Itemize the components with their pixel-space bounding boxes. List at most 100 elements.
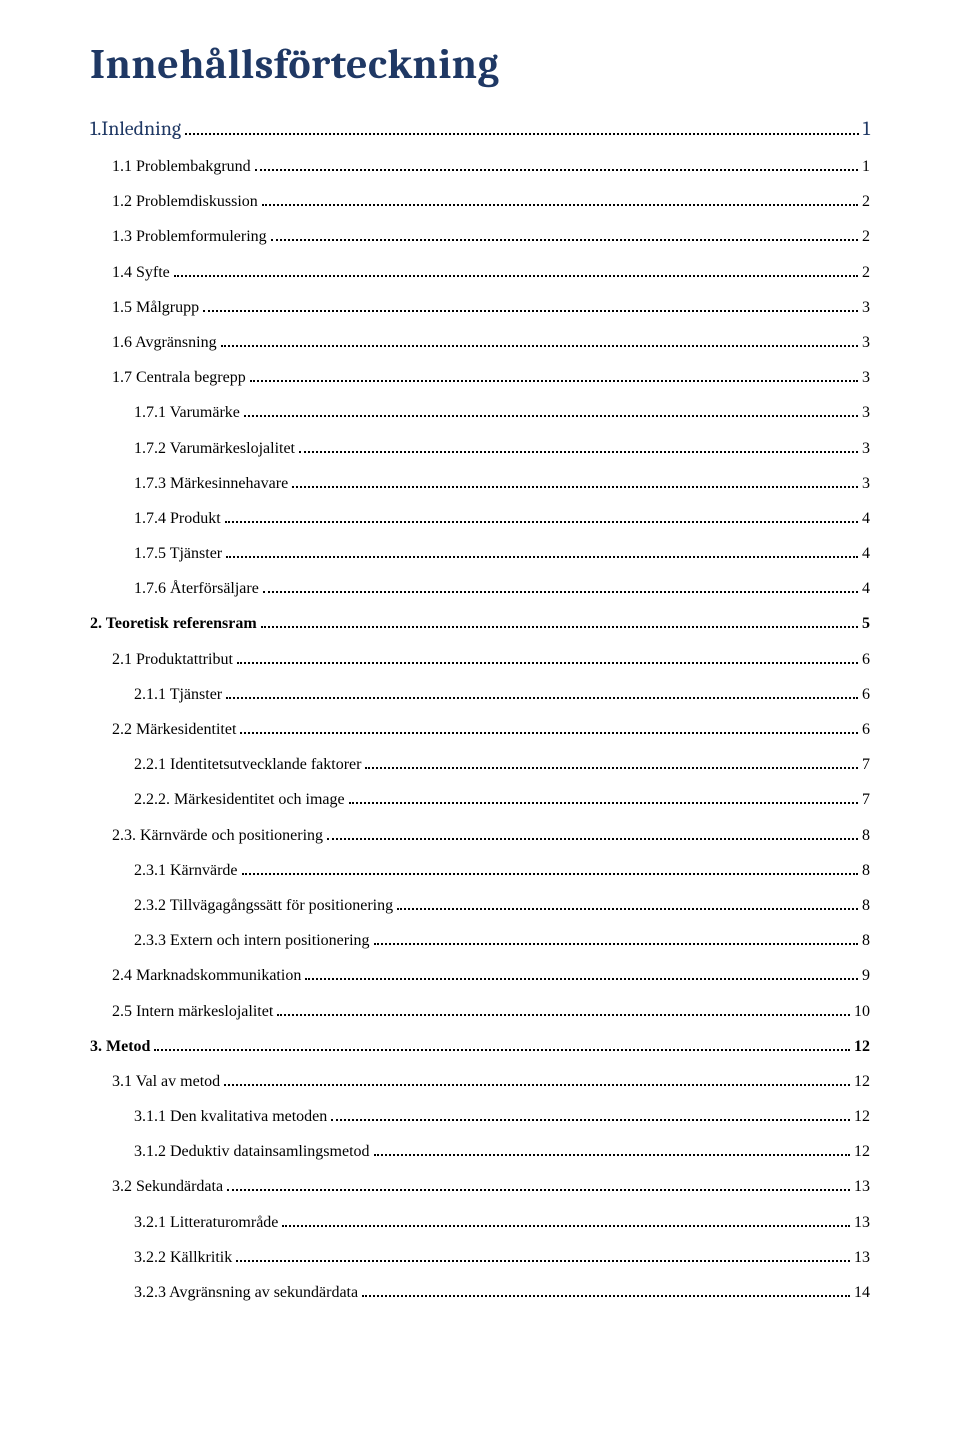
toc-entry-label: 1.4 Syfte xyxy=(112,263,170,282)
toc-entry-page: 5 xyxy=(862,614,870,633)
toc-entry-page: 12 xyxy=(854,1142,870,1161)
toc-entry-label: 2.3.2 Tillvägagångssätt för positionerin… xyxy=(134,896,393,915)
toc-entry-page: 8 xyxy=(862,861,870,880)
toc-entry: 2.3.2 Tillvägagångssätt för positionerin… xyxy=(90,896,870,915)
toc-entry: 1.4 Syfte 2 xyxy=(90,263,870,282)
toc-dot-leader xyxy=(327,838,858,840)
toc-entry: 2.4 Marknadskommunikation 9 xyxy=(90,966,870,985)
toc-entry-page: 4 xyxy=(862,509,870,528)
toc-entry-label: 1.3 Problemformulering xyxy=(112,227,267,246)
toc-dot-leader xyxy=(225,521,858,523)
toc-entry-page: 13 xyxy=(854,1213,870,1232)
toc-dot-leader xyxy=(227,1189,850,1191)
toc-entry-page: 6 xyxy=(862,650,870,669)
toc-entry-label: 2.4 Marknadskommunikation xyxy=(112,966,301,985)
toc-dot-leader xyxy=(277,1014,850,1016)
toc-dot-leader xyxy=(236,1260,850,1262)
toc-entry: 1.2 Problemdiskussion 2 xyxy=(90,192,870,211)
toc-dot-leader xyxy=(349,802,858,804)
toc-entry-page: 1 xyxy=(863,117,870,141)
toc-entry: 2.2 Märkesidentitet 6 xyxy=(90,720,870,739)
toc-dot-leader xyxy=(224,1084,850,1086)
toc-entry-page: 6 xyxy=(862,720,870,739)
toc-entry-label: 2.1 Produktattribut xyxy=(112,650,233,669)
toc-entry: 2.1.1 Tjänster 6 xyxy=(90,685,870,704)
toc-entry-label: 3.2.2 Källkritik xyxy=(134,1248,232,1267)
toc-entry: 2.3.1 Kärnvärde 8 xyxy=(90,861,870,880)
toc-entry: 3.2.2 Källkritik 13 xyxy=(90,1248,870,1267)
toc-entry-page: 4 xyxy=(862,579,870,598)
toc-entry-page: 14 xyxy=(854,1283,870,1302)
toc-entry: 1.6 Avgränsning 3 xyxy=(90,333,870,352)
toc-dot-leader xyxy=(203,310,858,312)
toc-entry-page: 12 xyxy=(854,1037,870,1056)
toc-dot-leader xyxy=(221,345,858,347)
toc-entry: 3.2.3 Avgränsning av sekundärdata 14 xyxy=(90,1283,870,1302)
toc-entry-label: 3.2.3 Avgränsning av sekundärdata xyxy=(134,1283,358,1302)
toc-entry: 3.2 Sekundärdata 13 xyxy=(90,1177,870,1196)
toc-dot-leader xyxy=(374,1154,850,1156)
toc-dot-leader xyxy=(397,908,858,910)
toc-entry: 2.2.1 Identitetsutvecklande faktorer 7 xyxy=(90,755,870,774)
toc-dot-leader xyxy=(362,1295,850,1297)
toc-entry: 2.5 Intern märkeslojalitet 10 xyxy=(90,1002,870,1021)
toc-dot-leader xyxy=(263,591,858,593)
toc-dot-leader xyxy=(240,732,858,734)
toc-entry: 1.5 Målgrupp 3 xyxy=(90,298,870,317)
toc-entry: 3.1 Val av metod 12 xyxy=(90,1072,870,1091)
toc-entry: 3.2.1 Litteraturområde 13 xyxy=(90,1213,870,1232)
toc-dot-leader xyxy=(244,415,858,417)
toc-entry: 1.1 Problembakgrund 1 xyxy=(90,157,870,176)
toc-entry: 1.7.5 Tjänster 4 xyxy=(90,544,870,563)
toc-entry-page: 7 xyxy=(862,790,870,809)
toc-entry-page: 4 xyxy=(862,544,870,563)
toc-entry-page: 9 xyxy=(862,966,870,985)
toc-entry-page: 2 xyxy=(862,263,870,282)
toc-entry-label: 2.3. Kärnvärde och positionering xyxy=(112,826,323,845)
toc-entry-label: 1.7.1 Varumärke xyxy=(134,403,240,422)
toc-entry-label: 1.Inledning xyxy=(90,117,181,141)
toc-dot-leader xyxy=(292,486,858,488)
toc-entry: 1.3 Problemformulering 2 xyxy=(90,227,870,246)
toc-entry: 1.7.1 Varumärke 3 xyxy=(90,403,870,422)
toc-dot-leader xyxy=(250,380,858,382)
toc-entry-label: 2.2.2. Märkesidentitet och image xyxy=(134,790,345,809)
toc-entry-page: 2 xyxy=(862,192,870,211)
toc-entry-label: 1.2 Problemdiskussion xyxy=(112,192,258,211)
toc-entry-page: 13 xyxy=(854,1248,870,1267)
toc-entry: 2.2.2. Märkesidentitet och image 7 xyxy=(90,790,870,809)
toc-dot-leader xyxy=(255,169,858,171)
toc-dot-leader xyxy=(242,873,858,875)
toc-entry-label: 3.2 Sekundärdata xyxy=(112,1177,223,1196)
toc-entry: 3.1.2 Deduktiv datainsamlingsmetod 12 xyxy=(90,1142,870,1161)
toc-dot-leader xyxy=(282,1225,850,1227)
toc-entry-label: 3.1.1 Den kvalitativa metoden xyxy=(134,1107,327,1126)
toc-entry-page: 12 xyxy=(854,1107,870,1126)
toc-entry: 1.7.2 Varumärkeslojalitet 3 xyxy=(90,439,870,458)
toc-entry-label: 1.7.6 Återförsäljare xyxy=(134,579,259,598)
toc-entry: 1.7.4 Produkt 4 xyxy=(90,509,870,528)
toc-entry-label: 1.7 Centrala begrepp xyxy=(112,368,246,387)
toc-dot-leader xyxy=(226,697,858,699)
toc-dot-leader xyxy=(237,662,858,664)
toc-dot-leader xyxy=(261,626,858,628)
toc-entry: 1.7.6 Återförsäljare 4 xyxy=(90,579,870,598)
toc-entry-page: 8 xyxy=(862,896,870,915)
toc-dot-leader xyxy=(365,767,858,769)
toc-dot-leader xyxy=(374,943,858,945)
toc-entry-page: 3 xyxy=(862,474,870,493)
toc-dot-leader xyxy=(305,978,858,980)
toc-entry-label: 2.2.1 Identitetsutvecklande faktorer xyxy=(134,755,361,774)
toc-entry: 2.1 Produktattribut 6 xyxy=(90,650,870,669)
toc-dot-leader xyxy=(174,275,858,277)
toc-entry-label: 3.2.1 Litteraturområde xyxy=(134,1213,278,1232)
toc-entry-label: 2.3.3 Extern och intern positionering xyxy=(134,931,370,950)
toc-entry-label: 1.7.2 Varumärkeslojalitet xyxy=(134,439,295,458)
toc-dot-leader xyxy=(226,556,858,558)
toc-dot-leader xyxy=(154,1049,850,1051)
toc-entry: 1.7.3 Märkesinnehavare 3 xyxy=(90,474,870,493)
toc-entry-page: 3 xyxy=(862,439,870,458)
toc-entry-label: 1.7.5 Tjänster xyxy=(134,544,222,563)
toc-dot-leader xyxy=(271,239,858,241)
toc-entry-page: 8 xyxy=(862,931,870,950)
